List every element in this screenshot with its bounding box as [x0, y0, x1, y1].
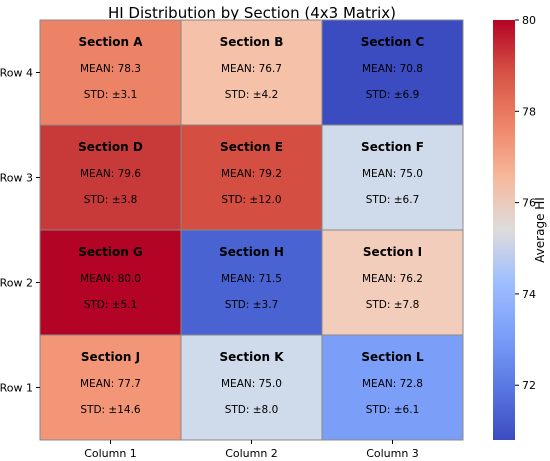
cell-section-label: Section G	[78, 245, 143, 259]
cell-section-label: Section F	[361, 140, 424, 154]
colorbar	[493, 20, 515, 440]
y-tick-label: Row 3	[0, 172, 33, 185]
cell-mean-label: MEAN: 72.8	[362, 378, 423, 390]
cell-std-label: STD: ±3.1	[84, 89, 138, 101]
x-tick-label: Column 1	[84, 447, 137, 460]
cell-section-label: Section C	[361, 35, 425, 49]
chart-title: HI Distribution by Section (4x3 Matrix)	[108, 4, 396, 22]
colorbar-tick-label: 74	[522, 288, 536, 301]
heatmap-cell	[39, 124, 182, 231]
cell-section-label: Section K	[219, 350, 284, 364]
x-tick-label: Column 3	[366, 447, 419, 460]
cell-mean-label: MEAN: 70.8	[362, 63, 423, 75]
cell-std-label: STD: ±6.9	[366, 89, 420, 101]
cell-mean-label: MEAN: 78.3	[80, 63, 141, 75]
x-axis: Column 1 Column 2 Column 3	[84, 440, 419, 460]
y-axis: Row 4 Row 3 Row 2 Row 1	[0, 67, 40, 395]
heatmap-cell	[39, 334, 182, 441]
colorbar-tick-label: 80	[522, 14, 536, 27]
y-tick-label: Row 4	[0, 67, 33, 80]
cell-section-label: Section E	[220, 140, 283, 154]
cell-std-label: STD: ±7.8	[366, 299, 420, 311]
cell-std-label: STD: ±6.7	[366, 194, 420, 206]
cell-section-label: Section B	[220, 35, 284, 49]
cell-section-label: Section A	[79, 35, 144, 49]
heatmap-cell	[180, 124, 323, 231]
cell-mean-label: MEAN: 76.2	[362, 273, 423, 285]
heatmap-cell	[180, 19, 323, 126]
cell-std-label: STD: ±3.8	[84, 194, 138, 206]
x-tick-label: Column 2	[225, 447, 278, 460]
y-tick-label: Row 2	[0, 277, 33, 290]
cell-std-label: STD: ±14.6	[80, 404, 141, 416]
cell-std-label: STD: ±8.0	[225, 404, 279, 416]
cell-std-label: STD: ±6.1	[366, 404, 420, 416]
heatmap-cell	[321, 19, 464, 126]
heatmap-cell	[321, 124, 464, 231]
cell-mean-label: MEAN: 71.5	[221, 273, 282, 285]
y-tick-label: Row 1	[0, 382, 33, 395]
heatmap-cell	[39, 19, 182, 126]
cell-section-label: Section L	[361, 350, 424, 364]
heatmap-cell	[321, 334, 464, 441]
cell-section-label: Section H	[219, 245, 284, 259]
heatmap-cell	[180, 229, 323, 336]
cell-std-label: STD: ±4.2	[225, 89, 279, 101]
cell-mean-label: MEAN: 75.0	[221, 378, 282, 390]
heatmap-cells: Section A MEAN: 78.3 STD: ±3.1 Section B MEA…	[39, 19, 464, 441]
colorbar-tick-label: 76	[522, 197, 536, 210]
colorbar-label: Average HI	[533, 197, 547, 263]
cell-std-label: STD: ±5.1	[84, 299, 138, 311]
cell-section-label: Section I	[363, 245, 422, 259]
cell-section-label: Section J	[81, 350, 140, 364]
cell-mean-label: MEAN: 76.7	[221, 63, 282, 75]
colorbar-ticks: 72 74 76 78 80	[515, 14, 536, 392]
colorbar-tick-label: 78	[522, 105, 536, 118]
cell-mean-label: MEAN: 79.6	[80, 168, 141, 180]
cell-mean-label: MEAN: 75.0	[362, 168, 423, 180]
cell-section-label: Section D	[78, 140, 143, 154]
cell-mean-label: MEAN: 77.7	[80, 378, 141, 390]
cell-mean-label: MEAN: 79.2	[221, 168, 282, 180]
cell-mean-label: MEAN: 80.0	[80, 273, 141, 285]
colorbar-tick-label: 72	[522, 379, 536, 392]
cell-std-label: STD: ±3.7	[225, 299, 279, 311]
cell-std-label: STD: ±12.0	[221, 194, 281, 206]
